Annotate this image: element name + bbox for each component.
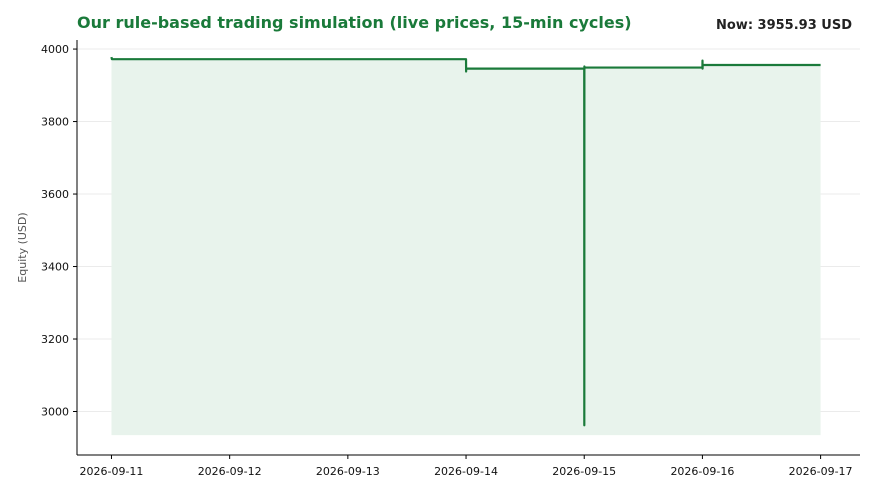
y-tick-label: 3400: [41, 261, 69, 274]
y-tick-label: 3800: [41, 116, 69, 129]
y-axis-ticks: 3000 3200 3400 3600 3800 4000: [41, 43, 77, 419]
x-tick-label: 2026-09-13: [316, 465, 380, 478]
current-equity-label: Now: 3955.93 USD: [716, 18, 852, 33]
y-tick-label: 3600: [41, 188, 69, 201]
y-tick-label: 4000: [41, 43, 69, 56]
x-tick-label: 2026-09-15: [552, 465, 616, 478]
x-tick-label: 2026-09-11: [80, 465, 144, 478]
y-tick-label: 3200: [41, 333, 69, 346]
x-axis-ticks: 2026-09-11 2026-09-12 2026-09-13 2026-09-14…: [80, 455, 853, 478]
y-tick-label: 3000: [41, 406, 69, 419]
equity-line: [110, 56, 821, 427]
x-tick-label: 2026-09-14: [434, 465, 498, 478]
y-axis-label: Equity (USD): [16, 212, 29, 282]
x-tick-label: 2026-09-16: [670, 465, 734, 478]
equity-area-fill: [111, 57, 821, 436]
chart-title: Our rule-based trading simulation (live …: [77, 13, 632, 32]
x-tick-label: 2026-09-12: [198, 465, 262, 478]
axes: [76, 40, 860, 456]
x-tick-label: 2026-09-17: [789, 465, 853, 478]
